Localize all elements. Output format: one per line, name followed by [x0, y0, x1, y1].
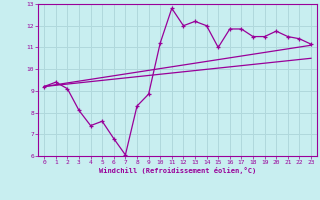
X-axis label: Windchill (Refroidissement éolien,°C): Windchill (Refroidissement éolien,°C): [99, 167, 256, 174]
